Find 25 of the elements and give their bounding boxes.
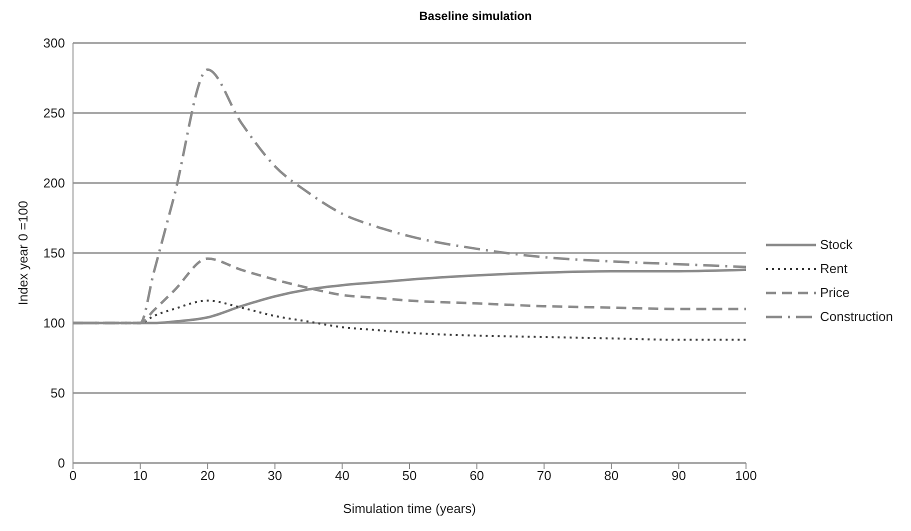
legend-label: Stock	[820, 237, 853, 252]
y-tick-label: 200	[43, 176, 65, 191]
y-tick-label: 50	[50, 386, 65, 401]
x-tick-label: 10	[133, 468, 148, 484]
x-tick-label: 90	[671, 468, 686, 484]
x-tick-label: 80	[604, 468, 619, 484]
x-axis-title: Simulation time (years)	[343, 501, 476, 516]
y-tick-label: 300	[43, 36, 65, 51]
legend-label: Rent	[820, 261, 848, 276]
y-axis-title: Index year 0 =100	[16, 200, 31, 306]
x-tick-label: 70	[536, 468, 552, 484]
legend-label: Price	[820, 285, 850, 300]
legend-label: Construction	[820, 309, 893, 324]
x-tick-label: 50	[402, 468, 417, 484]
y-tick-label: 150	[43, 246, 65, 261]
x-tick-label: 20	[200, 468, 215, 484]
chart-title: Baseline simulation	[419, 9, 532, 23]
x-tick-label: 0	[69, 468, 77, 484]
y-tick-label: 0	[58, 456, 65, 471]
y-tick-label: 250	[43, 106, 65, 121]
y-tick-label: 100	[43, 316, 65, 331]
x-tick-label: 40	[334, 468, 350, 484]
x-tick-label: 60	[470, 468, 484, 484]
x-tick-label: 30	[268, 468, 282, 484]
x-tick-label: 100	[735, 468, 757, 484]
